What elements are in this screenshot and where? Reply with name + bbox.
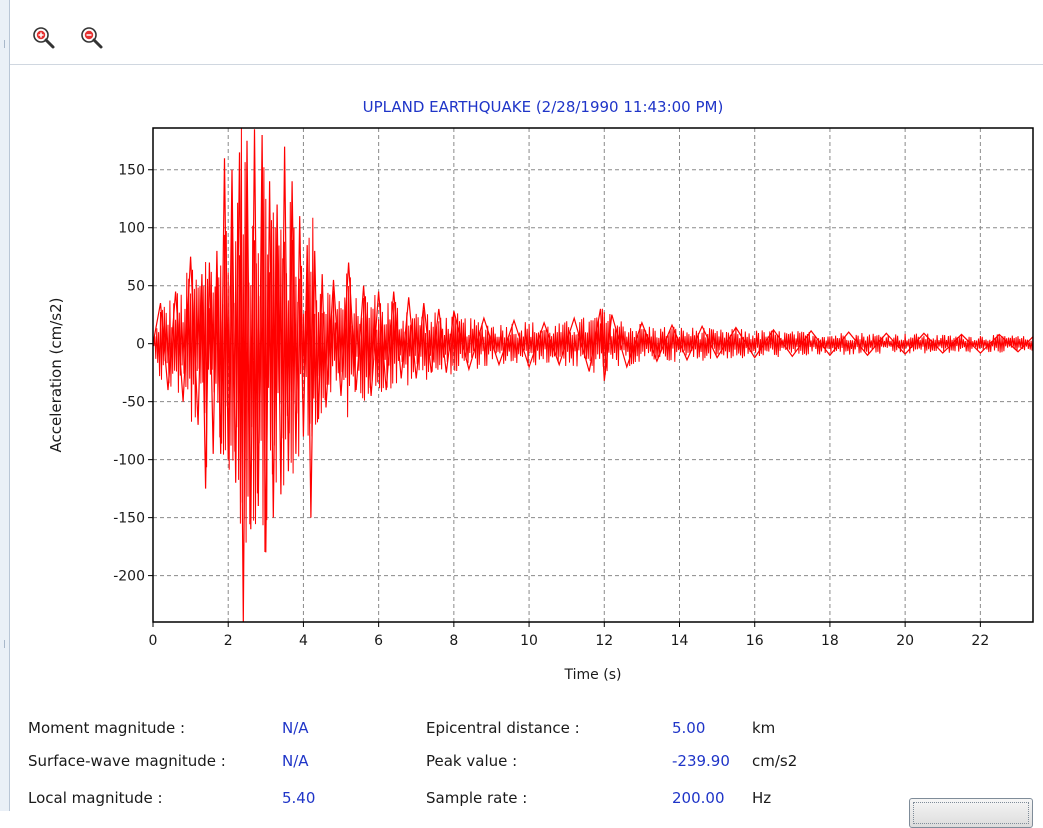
x-tick-label: 20 bbox=[896, 633, 914, 649]
record-info-panel: Moment magnitude : N/A Surface-wave magn… bbox=[10, 705, 1043, 811]
grid-lines bbox=[153, 128, 1033, 622]
epicentral-distance-unit: km bbox=[752, 719, 776, 737]
epicentral-distance-label: Epicentral distance : bbox=[426, 719, 580, 737]
x-tick-label: 2 bbox=[224, 633, 233, 649]
x-tick-label: 8 bbox=[449, 633, 458, 649]
moment-magnitude-value: N/A bbox=[282, 719, 309, 737]
y-tick-label: -150 bbox=[113, 511, 145, 527]
epicentral-distance-value: 5.00 bbox=[672, 719, 706, 737]
y-tick-label: -50 bbox=[122, 395, 145, 411]
button-focus-outline bbox=[913, 802, 1029, 824]
local-magnitude-label: Local magnitude : bbox=[28, 789, 163, 807]
sample-rate-value: 200.00 bbox=[672, 789, 725, 807]
y-tick-label: 50 bbox=[127, 279, 145, 295]
zoom-in-button[interactable] bbox=[31, 25, 57, 51]
acceleration-chart[interactable]: UPLAND EARTHQUAKE (2/28/1990 11:43:00 PM… bbox=[10, 65, 1043, 705]
window-left-edge bbox=[0, 0, 10, 811]
x-axis-label: Time (s) bbox=[564, 667, 622, 683]
x-tick-label: 16 bbox=[746, 633, 764, 649]
y-tick-label: -200 bbox=[113, 569, 145, 585]
x-tick-label: 10 bbox=[520, 633, 538, 649]
x-tick-label: 6 bbox=[374, 633, 383, 649]
edge-tick bbox=[4, 640, 5, 648]
plot-frame bbox=[152, 127, 1034, 623]
y-tick-label: 0 bbox=[136, 337, 145, 353]
moment-magnitude-label: Moment magnitude : bbox=[28, 719, 186, 737]
surface-wave-magnitude-value: N/A bbox=[282, 752, 309, 770]
edge-tick bbox=[4, 40, 5, 48]
zoom-out-button[interactable] bbox=[79, 25, 105, 51]
zoom-out-icon bbox=[81, 27, 103, 49]
sample-rate-unit: Hz bbox=[752, 789, 772, 807]
series-line bbox=[152, 127, 1034, 553]
toolbar bbox=[10, 0, 1043, 65]
x-tick-label: 0 bbox=[149, 633, 158, 649]
chart-title: UPLAND EARTHQUAKE (2/28/1990 11:43:00 PM… bbox=[363, 98, 724, 116]
sample-rate-label: Sample rate : bbox=[426, 789, 528, 807]
x-axis-ticks: 0 2 4 6 8 10 12 14 16 18 20 22 bbox=[149, 622, 989, 649]
partial-button[interactable] bbox=[909, 798, 1033, 828]
x-tick-label: 4 bbox=[299, 633, 308, 649]
chart-area: UPLAND EARTHQUAKE (2/28/1990 11:43:00 PM… bbox=[10, 65, 1043, 705]
series-line-group bbox=[152, 127, 1034, 622]
y-axis-ticks: 150 100 50 0 -50 -100 -150 -200 bbox=[113, 163, 153, 585]
y-tick-label: -100 bbox=[113, 453, 145, 469]
y-tick-label: 150 bbox=[118, 163, 145, 179]
zoom-in-icon bbox=[33, 27, 55, 49]
peak-value-unit: cm/s2 bbox=[752, 752, 798, 770]
x-tick-label: 22 bbox=[971, 633, 989, 649]
peak-value-value: -239.90 bbox=[672, 752, 730, 770]
y-tick-label: 100 bbox=[118, 221, 145, 237]
x-tick-label: 12 bbox=[595, 633, 613, 649]
local-magnitude-value: 5.40 bbox=[282, 789, 316, 807]
x-tick-label: 18 bbox=[821, 633, 839, 649]
surface-wave-magnitude-label: Surface-wave magnitude : bbox=[28, 752, 226, 770]
series-peak-line bbox=[152, 129, 1034, 622]
plot-background bbox=[153, 128, 1033, 622]
x-tick-label: 14 bbox=[671, 633, 689, 649]
y-axis-label: Acceleration (cm/s2) bbox=[47, 298, 65, 453]
peak-value-label: Peak value : bbox=[426, 752, 518, 770]
